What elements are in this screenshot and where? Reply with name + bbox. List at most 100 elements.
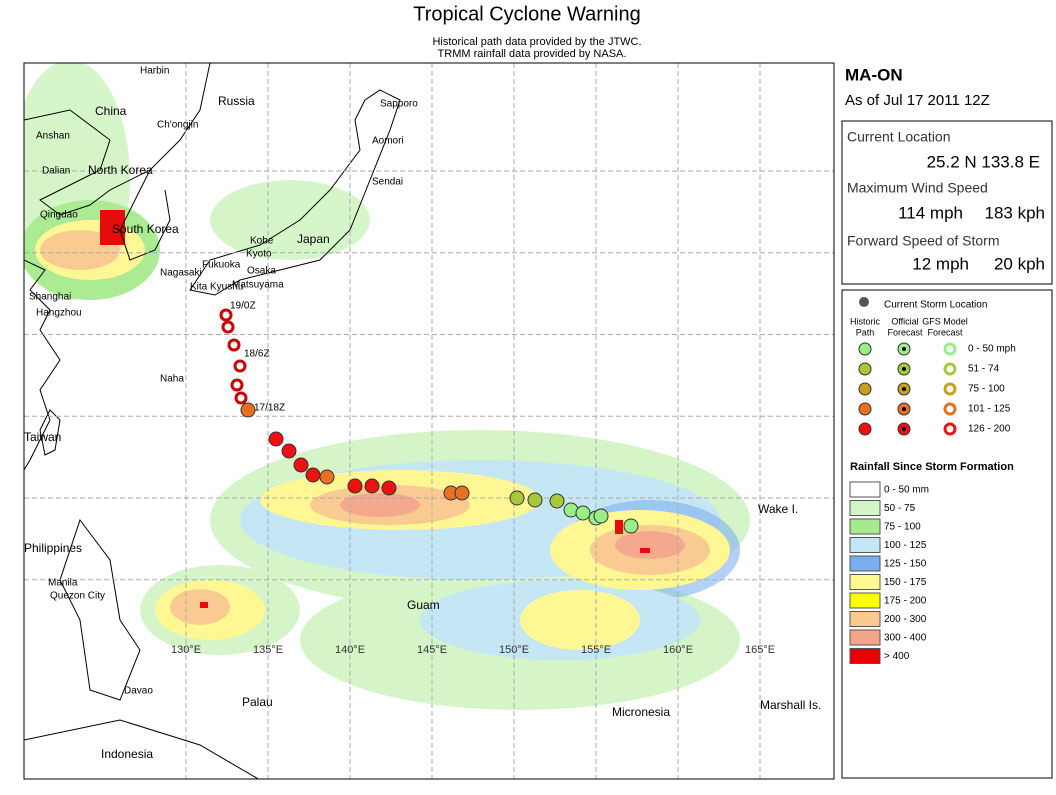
swatch	[943, 382, 957, 396]
swatch	[858, 342, 872, 356]
swatch	[849, 537, 881, 553]
title: Tropical Cyclone Warning	[413, 3, 641, 25]
place-labels: Harbin China Russia Ch'ongjin Anshan Sap…	[24, 66, 821, 762]
info-label: Maximum Wind Speed	[847, 180, 988, 196]
swatch	[858, 422, 872, 436]
legend-label: 0 - 50 mph	[968, 344, 1016, 355]
legend-label: 75 - 100	[884, 522, 921, 533]
legend-box	[841, 289, 1053, 779]
column-header: Official	[891, 316, 918, 326]
legend-label: 50 - 75	[884, 503, 916, 514]
map: 130°E 135°E 140°E 145°E 150°E 155°E 160°E 165°E…	[4, 63, 1033, 779]
legend-title: Rainfall Since Storm Formation	[850, 461, 1014, 473]
swatch	[858, 362, 872, 376]
legend-label: 150 - 175	[884, 577, 927, 588]
track-label: 18/6Z	[244, 349, 270, 360]
place: Ch'ongjin	[157, 120, 198, 131]
place: Indonesia	[101, 747, 153, 761]
swatch	[858, 402, 872, 416]
coastline	[24, 63, 401, 779]
swatch	[849, 574, 881, 590]
legend-label: 75 - 100	[968, 384, 1005, 395]
place: Guam	[407, 598, 440, 612]
lon-label: 160°E	[663, 644, 693, 656]
place: Kyoto	[246, 249, 272, 260]
place: Osaka	[247, 266, 276, 277]
info-value: 25.2 N 133.8 E	[927, 152, 1040, 171]
info-label: Forward Speed of Storm	[847, 233, 1000, 249]
place: Harbin	[140, 66, 169, 77]
lon-label: 145°E	[417, 644, 447, 656]
lon-label: 135°E	[253, 644, 283, 656]
swatch	[849, 592, 881, 609]
lon-label: 155°E	[581, 644, 611, 656]
lat-label: 25°N	[4, 404, 16, 429]
legend-label: 125 - 150	[884, 559, 927, 570]
place: Kobe	[250, 236, 274, 247]
legend-label: 200 - 300	[884, 614, 927, 625]
swatch-dot	[902, 347, 906, 351]
place: Russia	[218, 94, 255, 108]
place: Wake I.	[758, 502, 798, 516]
place: Kita Kyushu	[190, 282, 243, 293]
swatch-dot	[902, 367, 906, 371]
swatch	[943, 422, 957, 436]
place: Matsuyama	[232, 280, 284, 291]
legend-label: > 400	[884, 651, 910, 662]
place: Fukuoka	[202, 260, 241, 271]
swatch	[849, 629, 881, 646]
legend-label: 101 - 125	[968, 404, 1011, 415]
swatch	[849, 555, 881, 572]
place: Philippines	[24, 541, 82, 555]
column-header: GFS Model	[922, 316, 968, 326]
lon-label: 130°E	[171, 644, 201, 656]
swatch	[849, 500, 881, 516]
place: North Korea	[88, 163, 153, 177]
place: Taiwan	[24, 430, 61, 444]
place: China	[95, 104, 127, 118]
swatch	[849, 481, 881, 498]
place: Qingdao	[40, 210, 78, 221]
info-value: 114 mph	[898, 203, 963, 222]
swatch	[943, 362, 957, 376]
info-value: 12 mph	[912, 254, 969, 273]
graticule: 130°E 135°E 140°E 145°E 150°E 155°E 160°E 165°E…	[4, 63, 834, 779]
info-value: 20 kph	[994, 254, 1045, 273]
column-header: Forecast	[927, 327, 963, 337]
place: Marshall Is.	[760, 698, 821, 712]
swatch-dot	[902, 427, 906, 431]
info-label: Current Location	[847, 129, 951, 145]
track-label: 17/18Z	[254, 403, 285, 414]
map-frame	[23, 62, 835, 780]
swatch	[943, 342, 957, 356]
place: Anshan	[36, 131, 70, 142]
column-header: Forecast	[887, 327, 923, 337]
svg-text:NOAA: NOAA	[982, 614, 1008, 624]
place: Japan	[297, 232, 330, 246]
place: South Korea	[112, 222, 179, 236]
place: Aomori	[372, 136, 404, 147]
swatch	[849, 648, 881, 664]
lat-label: 20°N	[4, 486, 16, 511]
lon-label: 150°E	[499, 644, 529, 656]
place: Palau	[242, 695, 273, 709]
swatch	[849, 518, 881, 535]
info-box	[841, 120, 1053, 285]
lat-label: 40°N	[4, 159, 16, 184]
place: Shanghai	[29, 292, 71, 303]
legend-label: 0 - 50 mm	[884, 485, 929, 496]
swatch-dot	[902, 407, 906, 411]
swatch	[943, 402, 957, 416]
noaa-logo: NOAA	[957, 592, 1033, 668]
place: Sapporo	[380, 99, 418, 110]
place: Manila	[48, 578, 78, 589]
place: Davao	[124, 686, 153, 697]
place: Sendai	[372, 177, 403, 188]
lat-label: 35°N	[4, 240, 16, 265]
legend-label: 175 - 200	[884, 596, 927, 607]
track-label: 19/0Z	[230, 301, 256, 312]
storm-track	[219, 308, 639, 534]
credit: Historical path data provided by the JTW…	[432, 36, 641, 48]
